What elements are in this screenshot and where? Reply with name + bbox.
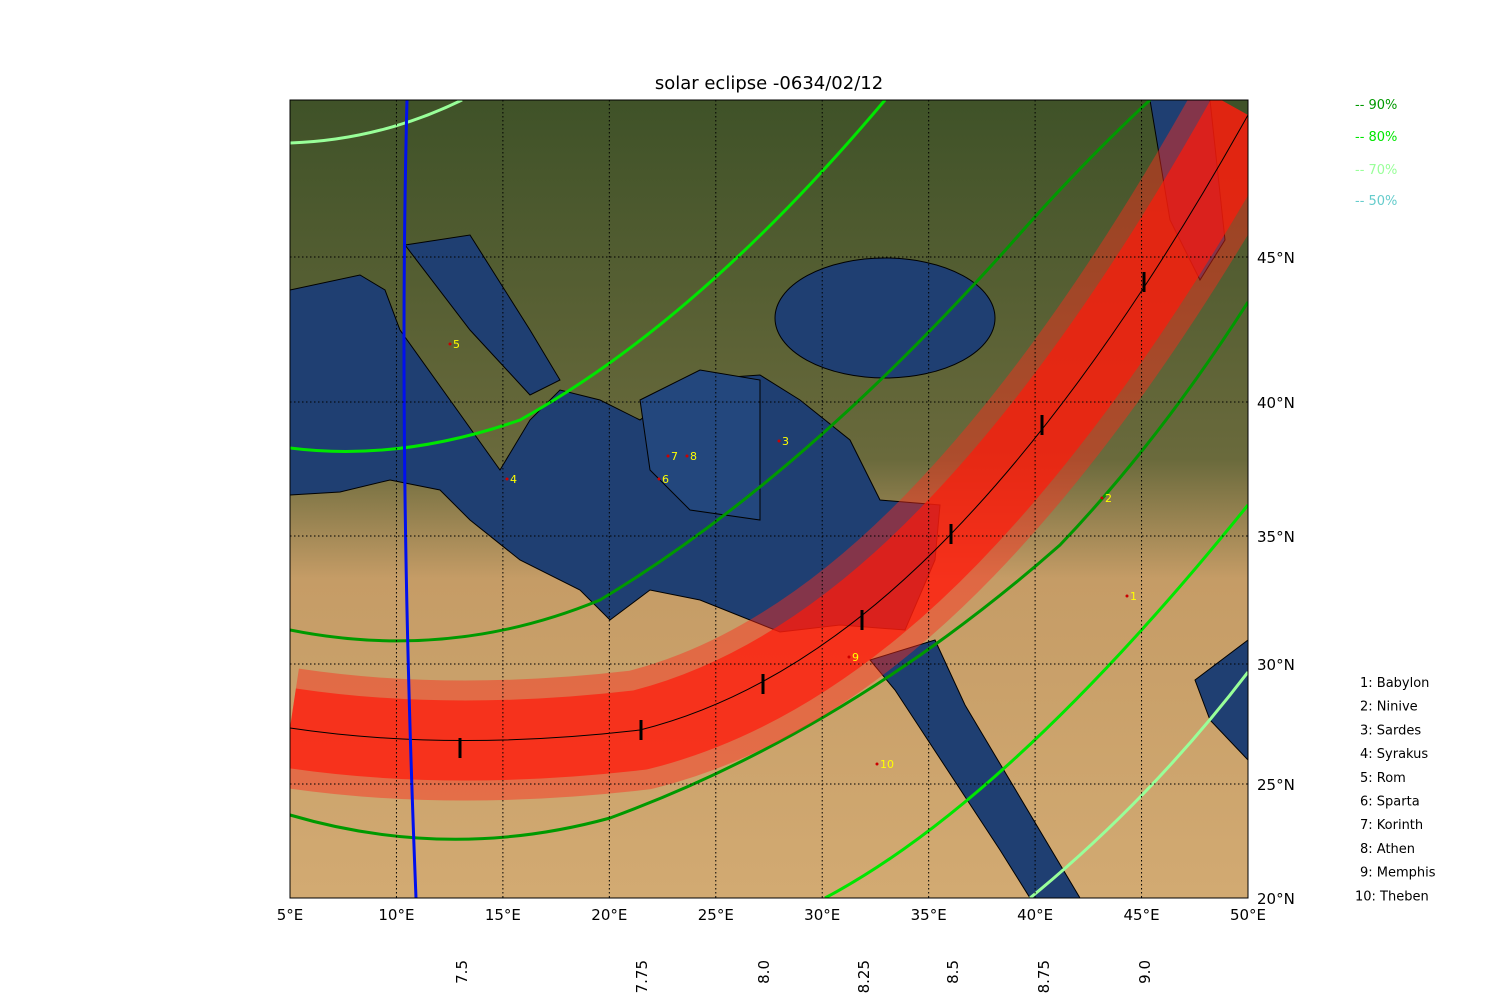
city-list-entry: 3: Sardes: [1360, 723, 1421, 738]
aegean: [639, 369, 761, 521]
axes: 5°E 10°E 15°E 20°E 25°E 30°E 35°E 40°E 45°E 50°E 4…: [277, 98, 1436, 993]
graticule: [290, 100, 1248, 898]
magnitude-contour: [824, 504, 1248, 898]
longitude-label: 15°E: [485, 906, 521, 924]
magnitude-contour: [290, 100, 1152, 643]
black-sea: [774, 257, 996, 379]
magnitude-contour: [290, 100, 463, 145]
city-dot: [1125, 594, 1129, 598]
city-dot: [875, 762, 879, 766]
central-line: [290, 114, 1248, 742]
city-marker: 10: [880, 758, 894, 771]
time-marks: [458, 272, 1146, 758]
longitude-label: 45°E: [1124, 906, 1160, 924]
city-list-entry: 10: Theben: [1355, 889, 1429, 904]
city-marker: 5: [453, 338, 460, 351]
legend-entry: -- 80%: [1355, 130, 1397, 145]
latitude-label: 25°N: [1257, 776, 1295, 794]
map: 1 2 3 4 5 67 8 9 10: [290, 100, 1248, 898]
longitude-label: 5°E: [277, 906, 304, 924]
title: solar eclipse -0634/02/12: [655, 73, 883, 94]
magnitude-contour: [290, 100, 887, 453]
city-list-entry: 9: Memphis: [1360, 866, 1436, 881]
city-dot: [448, 342, 452, 346]
city-dot: [1100, 496, 1104, 500]
time-label: 8.5: [944, 960, 962, 984]
city-marker: 3: [782, 435, 789, 448]
red-sea: [869, 639, 1081, 898]
horizon-line: [402, 100, 418, 898]
city-marker: 8: [690, 450, 697, 463]
city-list-entry: 7: Korinth: [1360, 818, 1423, 833]
time-label: 8.25: [855, 960, 873, 993]
longitude-label: 25°E: [698, 906, 734, 924]
latitude-label: 40°N: [1257, 394, 1295, 412]
legend-entry: -- 50%: [1355, 194, 1397, 209]
time-label: 9.0: [1136, 960, 1154, 984]
latitude-label: 20°N: [1257, 890, 1295, 908]
city-marker: 4: [510, 473, 517, 486]
magnitude-contour: [290, 301, 1248, 841]
persian-gulf: [1194, 639, 1248, 761]
longitude-label: 20°E: [591, 906, 627, 924]
city-marker: 6: [662, 473, 669, 486]
legend-entry: -- 70%: [1355, 163, 1397, 178]
adriatic: [404, 234, 561, 396]
city-dot: [505, 477, 509, 481]
latitude-label: 30°N: [1257, 656, 1295, 674]
longitude-label: 30°E: [804, 906, 840, 924]
longitude-label: 40°E: [1017, 906, 1053, 924]
time-label: 7.75: [633, 960, 651, 993]
city-dot: [685, 454, 689, 458]
city-marker: 1: [1130, 590, 1137, 603]
longitude-label: 10°E: [378, 906, 414, 924]
longitude-label: 50°E: [1230, 906, 1266, 924]
city-dot: [666, 454, 670, 458]
latitude-label: 45°N: [1257, 249, 1295, 267]
time-label: 8.0: [755, 960, 773, 984]
legend-entry: -- 90%: [1355, 98, 1397, 113]
city-list-entry: 8: Athen: [1360, 842, 1415, 857]
city-marker: 9: [852, 651, 859, 664]
magnitude-contour: [1029, 671, 1248, 898]
city-list-entry: 1: Babylon: [1360, 676, 1429, 691]
latitude-label: 35°N: [1257, 528, 1295, 546]
map-frame: [289, 99, 1249, 899]
city-marker: 7: [671, 450, 678, 463]
city-list-entry: 4: Syrakus: [1360, 747, 1428, 762]
time-label: 8.75: [1035, 960, 1053, 993]
city-dot: [847, 655, 851, 659]
longitude-label: 35°E: [911, 906, 947, 924]
city-list-entry: 2: Ninive: [1360, 700, 1418, 715]
time-label: 7.5: [453, 960, 471, 984]
city-marker: 2: [1105, 492, 1112, 505]
city-list-entry: 6: Sparta: [1360, 795, 1420, 810]
cities: 1 2 3 4 5 67 8 9 10: [448, 338, 1137, 771]
city-dot: [657, 477, 661, 481]
city-list-entry: 5: Rom: [1360, 771, 1406, 786]
city-dot: [777, 439, 781, 443]
